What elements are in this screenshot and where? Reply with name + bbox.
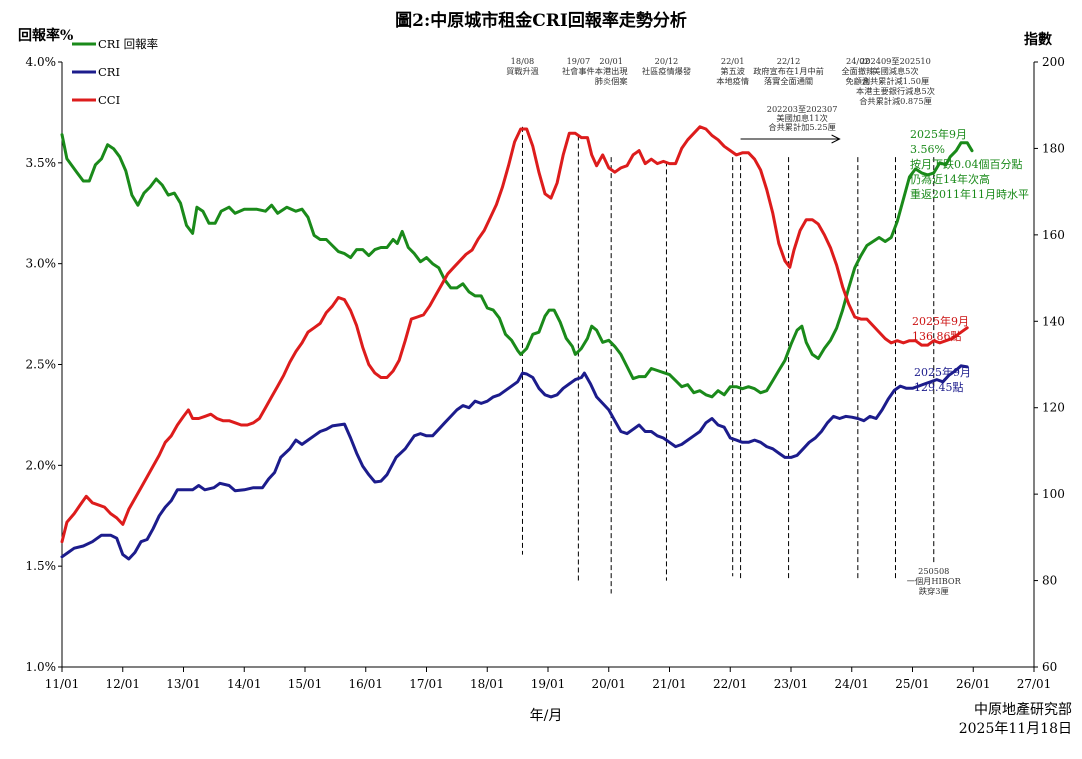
y-right-tick-label: 60 [1042,660,1057,674]
legend: CRI 回報率 CRI CCI [72,37,158,107]
x-tick-label: 25/01 [895,677,930,691]
x-tick-label: 18/01 [470,677,505,691]
end-label: 按月下跌0.04個百分點 [910,157,1023,171]
event-label: 全面撤辣 [841,66,874,76]
event-label: 落實全面通關 [764,76,813,86]
y-right-tick-label: 160 [1042,228,1065,242]
event-label: 政府宣布在1月中前 [753,66,824,76]
event-label: 社會事件 [562,66,595,76]
end-label: 2025年9月 [910,127,967,141]
x-tick-label: 15/01 [288,677,323,691]
event-label: 24/02 [846,56,870,66]
event-label: 第五波 [720,66,745,76]
y-left-tick-label: 3.5% [26,156,57,170]
event-label: 本港出現 [595,66,628,76]
event-label: 20/12 [655,56,679,66]
event-label: 本地疫情 [716,76,749,86]
x-ticks: 11/01 12/01 13/01 14/01 15/01 16/01 17/01 18/01… [45,667,1052,691]
range-annotation-label: 202203至202307 [767,104,838,114]
event-label: 22/12 [777,56,801,66]
event-label: 18/08 [511,56,535,66]
end-label: 2025年9月 [912,314,969,328]
event-label: 本港主要銀行減息5次 [856,86,935,96]
y-left-tick-label: 1.0% [26,660,57,674]
series-line-cri-回報率 [60,133,974,399]
x-tick-label: 17/01 [409,677,444,691]
chart-title: 圖2:中原城市租金CRI回報率走勢分析 [395,10,687,31]
event-label: 22/01 [721,56,745,66]
y-right-tick-label: 100 [1042,487,1065,501]
event-label: 肺炎個案 [595,76,628,86]
y-left-tick-label: 2.0% [26,458,57,472]
event-label: 合共累計減0.875厘 [859,96,932,106]
y-right-tick-label: 200 [1042,55,1065,69]
event-label: 合共累計減1.50厘 [862,76,929,86]
y-right-tick-label: 80 [1042,574,1057,588]
x-tick-label: 27/01 [1017,677,1052,691]
end-label: 129.45點 [914,381,964,394]
x-tick-label: 11/01 [45,677,80,691]
y-left-tick-label: 3.0% [26,257,57,271]
legend-label: CRI [98,65,120,79]
x-axis-label: 年/月 [530,708,563,724]
x-tick-label: 19/01 [531,677,566,691]
y-right-ticks: 60 80 100 120 140 160 180 200 [1034,55,1065,674]
event-label: 202409至202510 [860,56,931,66]
x-tick-label: 13/01 [166,677,201,691]
end-label: 仍為近14年次高 [910,172,990,186]
y-left-tick-label: 2.5% [26,358,57,372]
y-right-tick-label: 120 [1042,401,1065,415]
x-tick-label: 22/01 [713,677,748,691]
event-label: 20/01 [599,56,623,66]
y-right-tick-label: 180 [1042,141,1065,155]
end-label: 2025年9月 [914,365,971,379]
event-label: 貿戰升溫 [506,66,539,76]
y-left-ticks: 1.0% 1.5% 2.0% 2.5% 3.0% 3.5% 4.0% [26,55,62,674]
x-tick-label: 12/01 [105,677,140,691]
range-annotation-label: 美國加息11次 [776,113,827,123]
range-arrow-head [831,134,841,144]
event-label: 19/07 [567,56,591,66]
event-label: 免顧測 [846,76,871,86]
series-lines [60,125,974,561]
x-tick-label: 21/01 [652,677,687,691]
x-tick-label: 26/01 [956,677,991,691]
bottom-annotation-label: 跌穿3厘 [919,586,949,596]
y-left-tick-label: 4.0% [26,55,57,69]
source-date: 2025年11月18日 [959,721,1072,737]
series-line-cci [60,125,969,544]
end-labels: 2025年9月 3.56%按月下跌0.04個百分點仍為近14年次高重返2011年1… [910,127,1029,394]
x-tick-label: 20/01 [591,677,626,691]
x-tick-label: 16/01 [348,677,383,691]
x-tick-label: 23/01 [774,677,809,691]
source-name: 中原地產研究部 [974,701,1072,718]
y-left-tick-label: 1.5% [26,559,57,573]
bottom-annotation-label: 一個月HIBOR [907,576,962,586]
event-label: 社區疫情爆發 [642,66,691,76]
bottom-annotation-label: 250508 [918,566,949,576]
y-right-tick-label: 140 [1042,314,1065,328]
end-label: 重返2011年11月時水平 [910,187,1029,201]
y-right-label: 指數 [1024,31,1052,48]
legend-label: CCI [98,93,120,107]
x-tick-label: 14/01 [227,677,262,691]
end-label: 136.86點 [912,330,962,343]
range-annotation-label: 合共累計加5.25厘 [768,122,835,132]
series-line-cri [60,364,969,561]
legend-label: CRI 回報率 [98,37,158,51]
x-tick-label: 24/01 [834,677,869,691]
end-label: 3.56% [910,143,945,156]
event-label: 美國減息5次 [872,66,918,76]
y-left-label: 回報率% [18,27,73,44]
